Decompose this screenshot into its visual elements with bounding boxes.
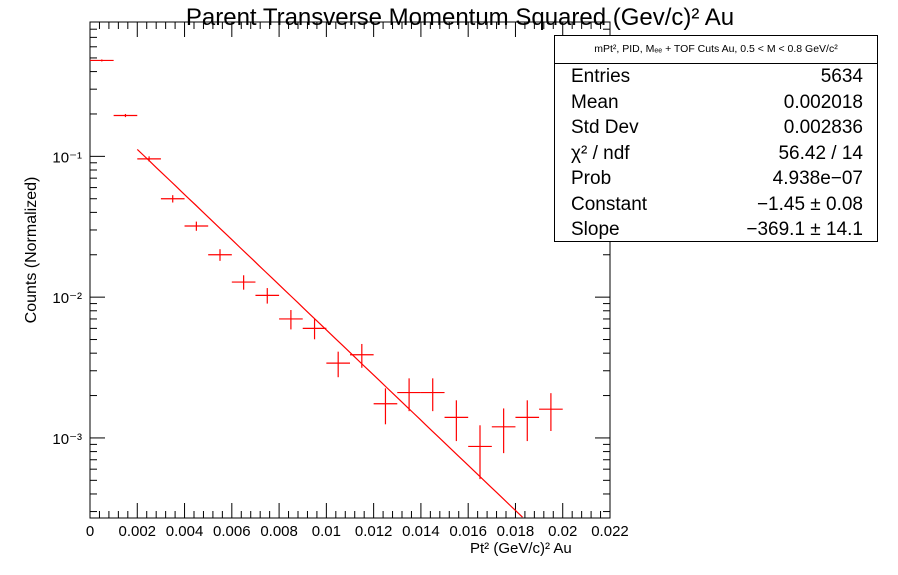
data-point <box>231 275 256 290</box>
chart-title: Parent Transverse Momentum Squared (Gev/… <box>185 4 735 31</box>
stats-value: −1.45 ± 0.08 <box>756 193 863 215</box>
stats-value: 0.002836 <box>783 117 863 138</box>
data-point <box>255 288 280 304</box>
data-point <box>468 425 492 480</box>
stats-label: Std Dev <box>571 117 639 138</box>
data-point <box>444 400 469 442</box>
data-point <box>373 388 398 425</box>
stats-value: −369.1 ± 14.1 <box>746 219 863 240</box>
stats-row: Std Dev 0.002836 <box>555 115 877 141</box>
x-axis-label: Pt² (GeV/c)² Au <box>470 540 572 557</box>
stats-value: 56.42 / 14 <box>778 142 863 164</box>
stats-row: Entries 5634 <box>555 64 877 90</box>
x-tick-label: 0.018 <box>497 523 535 540</box>
data-point <box>350 343 374 368</box>
x-tick-label: 0.008 <box>260 523 298 540</box>
x-tick-label: 0.016 <box>449 523 487 540</box>
x-tick-label: 0.012 <box>355 523 393 540</box>
data-point <box>279 310 303 330</box>
stats-row: Prob 4.938e−07 <box>555 166 877 192</box>
stats-label: χ² / ndf <box>571 142 630 164</box>
stats-rows: Entries 5634 Mean 0.002018 Std Dev 0.002836 χ²… <box>555 64 877 243</box>
stats-box: mPt², PID, Mₑₑ + TOF Cuts Au, 0.5 < M < … <box>554 35 878 242</box>
fit-curve <box>136 148 523 518</box>
y-axis: 10⁻¹ 10⁻² 10⁻³ <box>52 21 610 513</box>
x-tick-label: 0.014 <box>402 523 440 540</box>
x-tick-label: 0.022 <box>591 523 629 540</box>
stats-label: Slope <box>571 219 620 240</box>
stats-value: 4.938e−07 <box>772 168 863 189</box>
data-point <box>113 113 138 118</box>
stats-label: Constant <box>571 193 648 215</box>
plot-frame <box>89 21 611 519</box>
stats-row: Mean 0.002018 <box>555 90 877 116</box>
data-point <box>90 59 114 62</box>
x-tick-label: 0.02 <box>548 523 577 540</box>
x-tick-label: 0.002 <box>118 523 156 540</box>
y-tick-label: 10⁻³ <box>52 431 82 448</box>
stats-label: Entries <box>571 66 631 87</box>
x-axis: 0 0.002 0.004 0.006 0.008 0.01 0.012 0.014 0.016… <box>86 22 629 540</box>
data-points <box>90 59 563 480</box>
data-point <box>491 408 516 454</box>
x-tick-label: 0.01 <box>312 523 341 540</box>
x-tick-label: 0.004 <box>166 523 204 540</box>
data-point <box>515 400 540 442</box>
x-tick-label: 0 <box>86 523 94 540</box>
data-point <box>208 249 232 261</box>
data-point <box>397 378 421 412</box>
x-tick-label: 0.006 <box>213 523 251 540</box>
stats-header: mPt², PID, Mₑₑ + TOF Cuts Au, 0.5 < M < … <box>555 36 877 64</box>
data-point <box>420 378 445 412</box>
stats-label: Mean <box>571 91 619 113</box>
y-tick-label: 10⁻¹ <box>52 149 82 166</box>
stats-row: χ² / ndf 56.42 / 14 <box>555 141 877 167</box>
data-point <box>326 351 350 378</box>
data-point <box>302 319 327 340</box>
data-point <box>137 156 161 162</box>
stats-value: 0.002018 <box>783 91 863 113</box>
y-tick-label: 10⁻² <box>52 290 82 307</box>
stats-label: Prob <box>571 168 612 189</box>
stats-row: Slope −369.1 ± 14.1 <box>555 217 877 243</box>
data-point <box>160 195 185 203</box>
data-point <box>539 393 563 432</box>
stats-value: 5634 <box>820 66 863 87</box>
data-point <box>184 221 209 231</box>
y-axis-label: Counts (Normalized) <box>23 176 40 324</box>
stats-row: Constant −1.45 ± 0.08 <box>555 192 877 218</box>
